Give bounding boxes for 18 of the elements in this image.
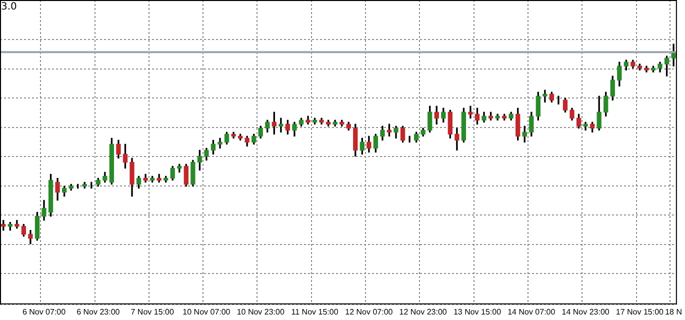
x-tick-label: 6 Nov 23:00 [76,307,120,316]
x-tick-label: 11 Nov 15:00 [291,307,339,316]
candlestick [218,138,222,149]
x-tick-label: 12 Nov 23:00 [399,307,448,316]
x-tick-label: 6 Nov 07:00 [22,307,66,316]
candlestick [542,90,548,102]
x-tick-label: 14 Nov 07:00 [508,307,556,316]
text: 3.0 [1,2,17,13]
x-tick-label: 14 Nov 23:00 [562,307,610,316]
x-tick-label: 10 Nov 07:00 [182,307,231,316]
x-tick-label: 18 N [665,307,682,316]
candlestick [278,118,284,133]
x-tick-label: 10 Nov 23:00 [236,307,285,316]
candlestick [468,106,473,118]
x-tick-label: 7 Nov 15:00 [130,307,174,316]
x-tick-label: 12 Nov 07:00 [345,307,394,316]
x-tick-label: 17 Nov 15:00 [616,307,664,316]
x-tick-label: 13 Nov 15:00 [453,307,502,316]
